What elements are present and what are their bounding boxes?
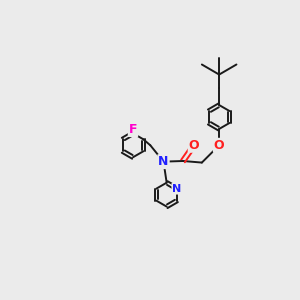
Text: O: O [214, 139, 224, 152]
Text: N: N [158, 155, 169, 168]
Text: N: N [172, 184, 182, 194]
Text: F: F [129, 123, 137, 136]
Text: O: O [189, 139, 199, 152]
